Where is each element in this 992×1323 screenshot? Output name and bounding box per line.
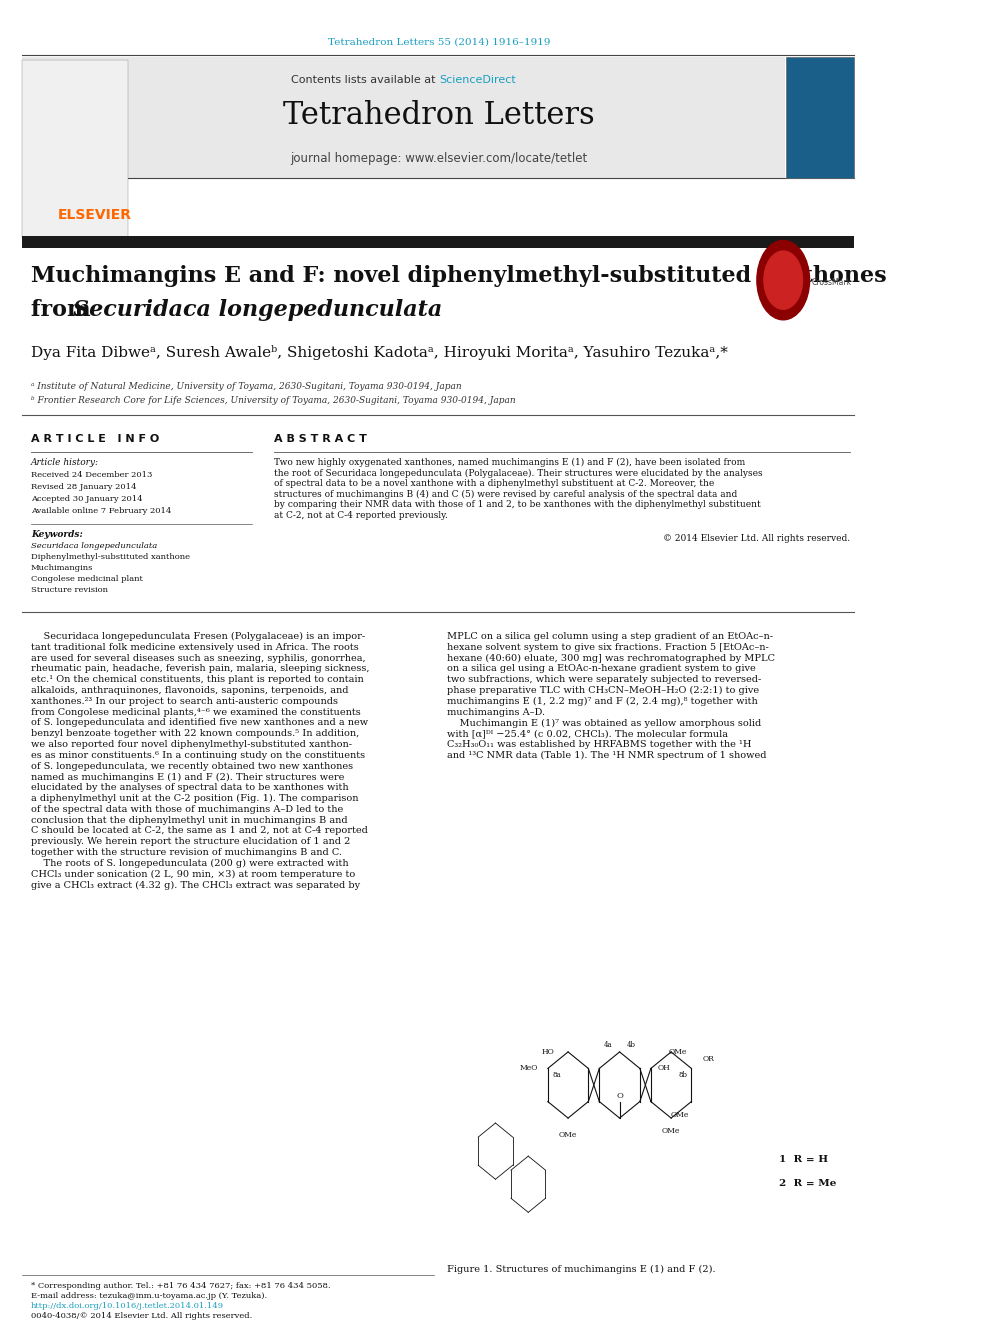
- Text: together with the structure revision of muchimangins B and C.: together with the structure revision of …: [31, 848, 342, 857]
- Text: Tetrahedron
Letters: Tetrahedron Letters: [798, 85, 841, 102]
- Text: at C-2, not at C-4 reported previously.: at C-2, not at C-4 reported previously.: [275, 511, 448, 520]
- Text: Muchimangins E and F: novel diphenylmethyl-substituted xanthones: Muchimangins E and F: novel diphenylmeth…: [31, 265, 887, 287]
- Text: CHCl₃ under sonication (2 L, 90 min, ×3) at room temperature to: CHCl₃ under sonication (2 L, 90 min, ×3)…: [31, 869, 355, 878]
- Text: Muchimangin E (1)⁷ was obtained as yellow amorphous solid: Muchimangin E (1)⁷ was obtained as yello…: [447, 718, 761, 728]
- Text: Structure revision: Structure revision: [31, 586, 108, 594]
- Text: Received 24 December 2013: Received 24 December 2013: [31, 471, 153, 479]
- FancyBboxPatch shape: [22, 235, 854, 247]
- Text: muchimangins E (1, 2.2 mg)⁷ and F (2, 2.4 mg),⁸ together with: muchimangins E (1, 2.2 mg)⁷ and F (2, 2.…: [447, 697, 758, 706]
- Text: CrossMark: CrossMark: [811, 278, 851, 287]
- Text: we also reported four novel diphenylmethyl-substituted xanthon-: we also reported four novel diphenylmeth…: [31, 740, 352, 749]
- Text: rheumatic pain, headache, feverish pain, malaria, sleeping sickness,: rheumatic pain, headache, feverish pain,…: [31, 664, 369, 673]
- Text: and ¹³C NMR data (Table 1). The ¹H NMR spectrum of 1 showed: and ¹³C NMR data (Table 1). The ¹H NMR s…: [447, 750, 767, 759]
- Text: Contents lists available at: Contents lists available at: [291, 75, 439, 85]
- Text: ᵇ Frontier Research Core for Life Sciences, University of Toyama, 2630-Sugitani,: ᵇ Frontier Research Core for Life Scienc…: [31, 396, 516, 405]
- Text: OR: OR: [703, 1054, 715, 1062]
- Text: HO: HO: [542, 1048, 554, 1056]
- Text: benzyl benzoate together with 22 known compounds.⁵ In addition,: benzyl benzoate together with 22 known c…: [31, 729, 359, 738]
- Text: are used for several diseases such as sneezing, syphilis, gonorrhea,: are used for several diseases such as sn…: [31, 654, 366, 663]
- Text: O: O: [616, 1091, 623, 1099]
- Text: with [α]ᴰᴵ −25.4° (c 0.02, CHCl₃). The molecular formula: with [α]ᴰᴵ −25.4° (c 0.02, CHCl₃). The m…: [447, 729, 728, 738]
- Text: MeO: MeO: [520, 1065, 539, 1073]
- Text: by comparing their NMR data with those of 1 and 2, to be xanthones with the diph: by comparing their NMR data with those o…: [275, 500, 761, 509]
- Text: OMe: OMe: [669, 1048, 687, 1056]
- Text: phase preparative TLC with CH₃CN–MeOH–H₂O (2:2:1) to give: phase preparative TLC with CH₃CN–MeOH–H₂…: [447, 687, 759, 695]
- Circle shape: [764, 251, 803, 310]
- Text: OH: OH: [658, 1065, 671, 1073]
- Text: Dya Fita Dibweᵃ, Suresh Awaleᵇ, Shigetoshi Kadotaᵃ, Hiroyuki Moritaᵃ, Yasuhiro T: Dya Fita Dibweᵃ, Suresh Awaleᵇ, Shigetos…: [31, 345, 728, 360]
- Text: ELSEVIER: ELSEVIER: [58, 208, 132, 222]
- Text: alkaloids, anthraquinones, flavonoids, saponins, terpenoids, and: alkaloids, anthraquinones, flavonoids, s…: [31, 687, 348, 695]
- Text: Securidaca longepedunculata Fresen (Polygalaceae) is an impor-: Securidaca longepedunculata Fresen (Poly…: [31, 632, 365, 642]
- Text: A R T I C L E   I N F O: A R T I C L E I N F O: [31, 434, 160, 445]
- Text: ᵃ Institute of Natural Medicine, University of Toyama, 2630-Sugitani, Toyama 930: ᵃ Institute of Natural Medicine, Univers…: [31, 382, 461, 392]
- Text: 8b: 8b: [679, 1072, 687, 1080]
- Text: the root of Securidaca longepedunculata (Polygalaceae). Their structures were el: the root of Securidaca longepedunculata …: [275, 468, 763, 478]
- Text: hexane (40:60) eluate, 300 mg] was rechromatographed by MPLC: hexane (40:60) eluate, 300 mg] was rechr…: [447, 654, 775, 663]
- Text: Diphenylmethyl-substituted xanthone: Diphenylmethyl-substituted xanthone: [31, 553, 190, 561]
- Text: 4a: 4a: [603, 1041, 612, 1049]
- Text: Muchimangins: Muchimangins: [31, 564, 93, 572]
- Text: xanthones.²³ In our project to search anti-austeric compounds: xanthones.²³ In our project to search an…: [31, 697, 338, 705]
- FancyBboxPatch shape: [786, 57, 854, 179]
- Text: C should be located at C-2, the same as 1 and 2, not at C-4 reported: C should be located at C-2, the same as …: [31, 827, 368, 835]
- Text: two subfractions, which were separately subjected to reversed-: two subfractions, which were separately …: [447, 675, 761, 684]
- Text: muchimangins A–D.: muchimangins A–D.: [447, 708, 546, 717]
- Text: 8a: 8a: [553, 1072, 561, 1080]
- Text: elucidated by the analyses of spectral data to be xanthones with: elucidated by the analyses of spectral d…: [31, 783, 348, 792]
- Text: 1  R = H: 1 R = H: [779, 1155, 828, 1164]
- Text: Available online 7 February 2014: Available online 7 February 2014: [31, 507, 172, 515]
- Text: from Congolese medicinal plants,⁴⁻⁶ we examined the constituents: from Congolese medicinal plants,⁴⁻⁶ we e…: [31, 708, 361, 717]
- Text: Revised 28 January 2014: Revised 28 January 2014: [31, 483, 137, 491]
- Circle shape: [757, 241, 809, 320]
- Text: es as minor constituents.⁶ In a continuing study on the constituents: es as minor constituents.⁶ In a continui…: [31, 750, 365, 759]
- Text: hexane solvent system to give six fractions. Fraction 5 [EtOAc–n-: hexane solvent system to give six fracti…: [447, 643, 769, 652]
- Text: Securidaca longepedunculata: Securidaca longepedunculata: [73, 299, 442, 321]
- Text: from: from: [31, 299, 98, 321]
- Text: * Corresponding author. Tel.: +81 76 434 7627; fax: +81 76 434 5058.: * Corresponding author. Tel.: +81 76 434…: [31, 1282, 330, 1290]
- Text: 2  R = Me: 2 R = Me: [779, 1179, 836, 1188]
- Text: Congolese medicinal plant: Congolese medicinal plant: [31, 576, 143, 583]
- Text: of spectral data to be a novel xanthone with a diphenylmethyl substituent at C-2: of spectral data to be a novel xanthone …: [275, 479, 714, 488]
- Text: Keywords:: Keywords:: [31, 531, 83, 538]
- Text: Securidaca longepedunculata: Securidaca longepedunculata: [31, 542, 157, 550]
- Text: previously. We herein report the structure elucidation of 1 and 2: previously. We herein report the structu…: [31, 837, 350, 847]
- FancyBboxPatch shape: [22, 57, 785, 179]
- Text: OMe: OMe: [662, 1127, 681, 1135]
- Text: Tetrahedron Letters: Tetrahedron Letters: [283, 101, 595, 131]
- Text: of S. longepedunculata and identified five new xanthones and a new: of S. longepedunculata and identified fi…: [31, 718, 368, 728]
- Text: OMe: OMe: [671, 1111, 688, 1119]
- Text: Two new highly oxygenated xanthones, named muchimangins E (1) and F (2), have be: Two new highly oxygenated xanthones, nam…: [275, 458, 746, 467]
- Text: Article history:: Article history:: [31, 458, 99, 467]
- Text: http://dx.doi.org/10.1016/j.tetlet.2014.01.149: http://dx.doi.org/10.1016/j.tetlet.2014.…: [31, 1302, 224, 1310]
- Text: a diphenylmethyl unit at the C-2 position (Fig. 1). The comparison: a diphenylmethyl unit at the C-2 positio…: [31, 794, 358, 803]
- Text: etc.¹ On the chemical constituents, this plant is reported to contain: etc.¹ On the chemical constituents, this…: [31, 675, 364, 684]
- Text: named as muchimangins E (1) and F (2). Their structures were: named as muchimangins E (1) and F (2). T…: [31, 773, 344, 782]
- Text: OMe: OMe: [558, 1131, 577, 1139]
- Text: journal homepage: www.elsevier.com/locate/tetlet: journal homepage: www.elsevier.com/locat…: [291, 152, 587, 165]
- Text: tant traditional folk medicine extensively used in Africa. The roots: tant traditional folk medicine extensive…: [31, 643, 359, 652]
- Text: C₃₂H₃₀O₁₁ was established by HRFABMS together with the ¹H: C₃₂H₃₀O₁₁ was established by HRFABMS tog…: [447, 740, 752, 749]
- Text: on a silica gel using a EtOAc-n-hexane gradient system to give: on a silica gel using a EtOAc-n-hexane g…: [447, 664, 756, 673]
- Text: structures of muchimangins B (4) and C (5) were revised by careful analysis of t: structures of muchimangins B (4) and C (…: [275, 490, 738, 499]
- Text: Accepted 30 January 2014: Accepted 30 January 2014: [31, 495, 143, 503]
- Text: © 2014 Elsevier Ltd. All rights reserved.: © 2014 Elsevier Ltd. All rights reserved…: [663, 534, 850, 542]
- Text: of S. longepedunculata, we recently obtained two new xanthones: of S. longepedunculata, we recently obta…: [31, 762, 353, 770]
- Text: ScienceDirect: ScienceDirect: [439, 75, 516, 85]
- FancyBboxPatch shape: [22, 60, 128, 238]
- Text: of the spectral data with those of muchimangins A–D led to the: of the spectral data with those of muchi…: [31, 804, 343, 814]
- Text: E-mail address: tezuka@inm.u-toyama.ac.jp (Y. Tezuka).: E-mail address: tezuka@inm.u-toyama.ac.j…: [31, 1293, 267, 1301]
- Text: A B S T R A C T: A B S T R A C T: [275, 434, 367, 445]
- Text: 0040-4038/© 2014 Elsevier Ltd. All rights reserved.: 0040-4038/© 2014 Elsevier Ltd. All right…: [31, 1312, 252, 1320]
- Text: The roots of S. longepedunculata (200 g) were extracted with: The roots of S. longepedunculata (200 g)…: [31, 859, 348, 868]
- Text: Figure 1. Structures of muchimangins E (1) and F (2).: Figure 1. Structures of muchimangins E (…: [447, 1265, 715, 1274]
- Text: Tetrahedron Letters 55 (2014) 1916–1919: Tetrahedron Letters 55 (2014) 1916–1919: [327, 38, 551, 48]
- Text: MPLC on a silica gel column using a step gradient of an EtOAc–n-: MPLC on a silica gel column using a step…: [447, 632, 773, 642]
- Text: 4b: 4b: [627, 1041, 636, 1049]
- Text: conclusion that the diphenylmethyl unit in muchimangins B and: conclusion that the diphenylmethyl unit …: [31, 815, 347, 824]
- FancyBboxPatch shape: [447, 910, 850, 1256]
- Text: give a CHCl₃ extract (4.32 g). The CHCl₃ extract was separated by: give a CHCl₃ extract (4.32 g). The CHCl₃…: [31, 880, 360, 889]
